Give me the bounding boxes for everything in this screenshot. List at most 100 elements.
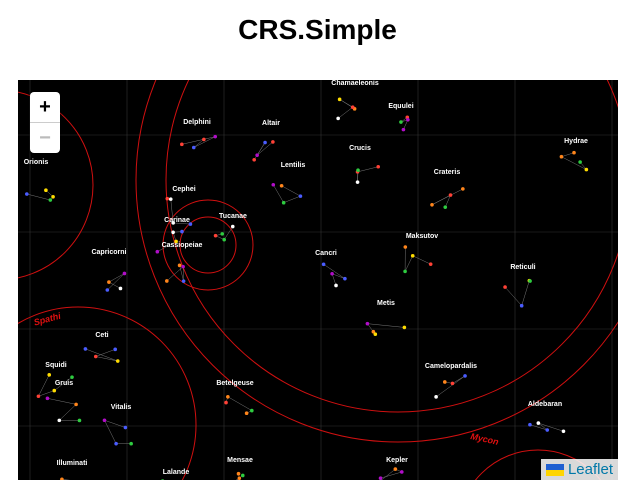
- constellation-line: [166, 265, 184, 282]
- star: [168, 197, 173, 201]
- star: [222, 237, 226, 242]
- star: [174, 239, 178, 244]
- constellation-line: [504, 280, 531, 307]
- star: [171, 230, 175, 235]
- star-label: Betelgeuse: [216, 380, 253, 387]
- star-label: Crateris: [434, 169, 461, 176]
- star: [393, 467, 398, 471]
- zoom-in[interactable]: +: [39, 96, 51, 118]
- page-title: CRS.Simple: [238, 14, 397, 45]
- attribution-link[interactable]: Leaflet: [567, 461, 613, 478]
- star: [237, 476, 242, 480]
- star: [461, 187, 465, 191]
- star-label: Cancri: [315, 250, 337, 257]
- constellation-line: [85, 348, 118, 362]
- star: [263, 140, 267, 145]
- star: [44, 188, 48, 193]
- star: [350, 105, 355, 109]
- star: [281, 200, 286, 205]
- constellation-line: [214, 226, 233, 240]
- constellation-line: [47, 398, 80, 421]
- star: [107, 280, 111, 284]
- constellation-line: [560, 152, 587, 170]
- constellation-line: [235, 473, 243, 480]
- constellation-line: [225, 396, 253, 414]
- star: [561, 429, 566, 434]
- star-label: Tucanae: [219, 213, 247, 220]
- zoom-out[interactable]: −: [30, 122, 60, 153]
- star: [330, 271, 334, 276]
- star: [114, 441, 118, 446]
- star-label: Squidi: [45, 362, 66, 369]
- star: [399, 470, 404, 474]
- star: [371, 329, 376, 334]
- star-label: Lalande: [163, 469, 190, 476]
- star: [102, 418, 107, 423]
- star: [191, 145, 196, 150]
- star: [181, 279, 186, 283]
- star-label: Equulei: [388, 103, 413, 110]
- star: [443, 380, 447, 384]
- star: [337, 97, 342, 102]
- star: [118, 286, 123, 291]
- star: [450, 381, 455, 386]
- star: [224, 400, 228, 405]
- constellation-line: [103, 419, 132, 444]
- star: [113, 347, 118, 352]
- star: [255, 153, 259, 157]
- region-boundary: [165, 80, 618, 413]
- star: [334, 283, 338, 288]
- constellation-line: [323, 264, 346, 286]
- star: [123, 425, 128, 430]
- star: [365, 321, 370, 326]
- star: [161, 479, 165, 480]
- map[interactable]: Chamaeleonis Equulei Delphini Altair Hydrae C…: [18, 80, 618, 480]
- star: [226, 394, 230, 399]
- star: [271, 182, 276, 187]
- star: [271, 140, 275, 144]
- star: [321, 262, 326, 267]
- star-label: Camelopardalis: [425, 363, 477, 370]
- star: [25, 192, 29, 196]
- star: [572, 150, 576, 155]
- star: [559, 154, 564, 159]
- star: [213, 233, 218, 238]
- constellation-line: [380, 468, 403, 480]
- star-label: Gruis: [55, 380, 73, 387]
- constellation-line: [529, 422, 564, 432]
- star: [373, 332, 378, 336]
- star: [584, 167, 589, 172]
- zoom-control: + −: [30, 92, 60, 153]
- star: [165, 279, 169, 283]
- star: [528, 422, 532, 427]
- star: [220, 232, 225, 236]
- star: [129, 441, 133, 446]
- star: [155, 249, 160, 254]
- star: [105, 288, 110, 292]
- star: [45, 396, 50, 401]
- star: [70, 375, 74, 379]
- star: [356, 168, 360, 172]
- star: [376, 164, 381, 169]
- star: [250, 408, 254, 413]
- star: [298, 194, 303, 198]
- star: [244, 411, 249, 416]
- constellation-line: [37, 374, 73, 397]
- star-label: Cassiopeiae: [162, 242, 203, 249]
- star: [279, 184, 284, 188]
- star: [74, 402, 78, 407]
- star-label: Mensae: [227, 457, 253, 464]
- star: [355, 180, 360, 184]
- star: [57, 418, 62, 423]
- region-boundary: [18, 91, 94, 279]
- star: [406, 117, 410, 122]
- star: [171, 221, 175, 225]
- constellation-line: [107, 273, 125, 291]
- star: [536, 421, 541, 425]
- star: [230, 224, 235, 229]
- constellation-line: [357, 166, 379, 183]
- star: [51, 195, 55, 199]
- star-label: Ceti: [95, 332, 108, 339]
- star: [403, 245, 408, 249]
